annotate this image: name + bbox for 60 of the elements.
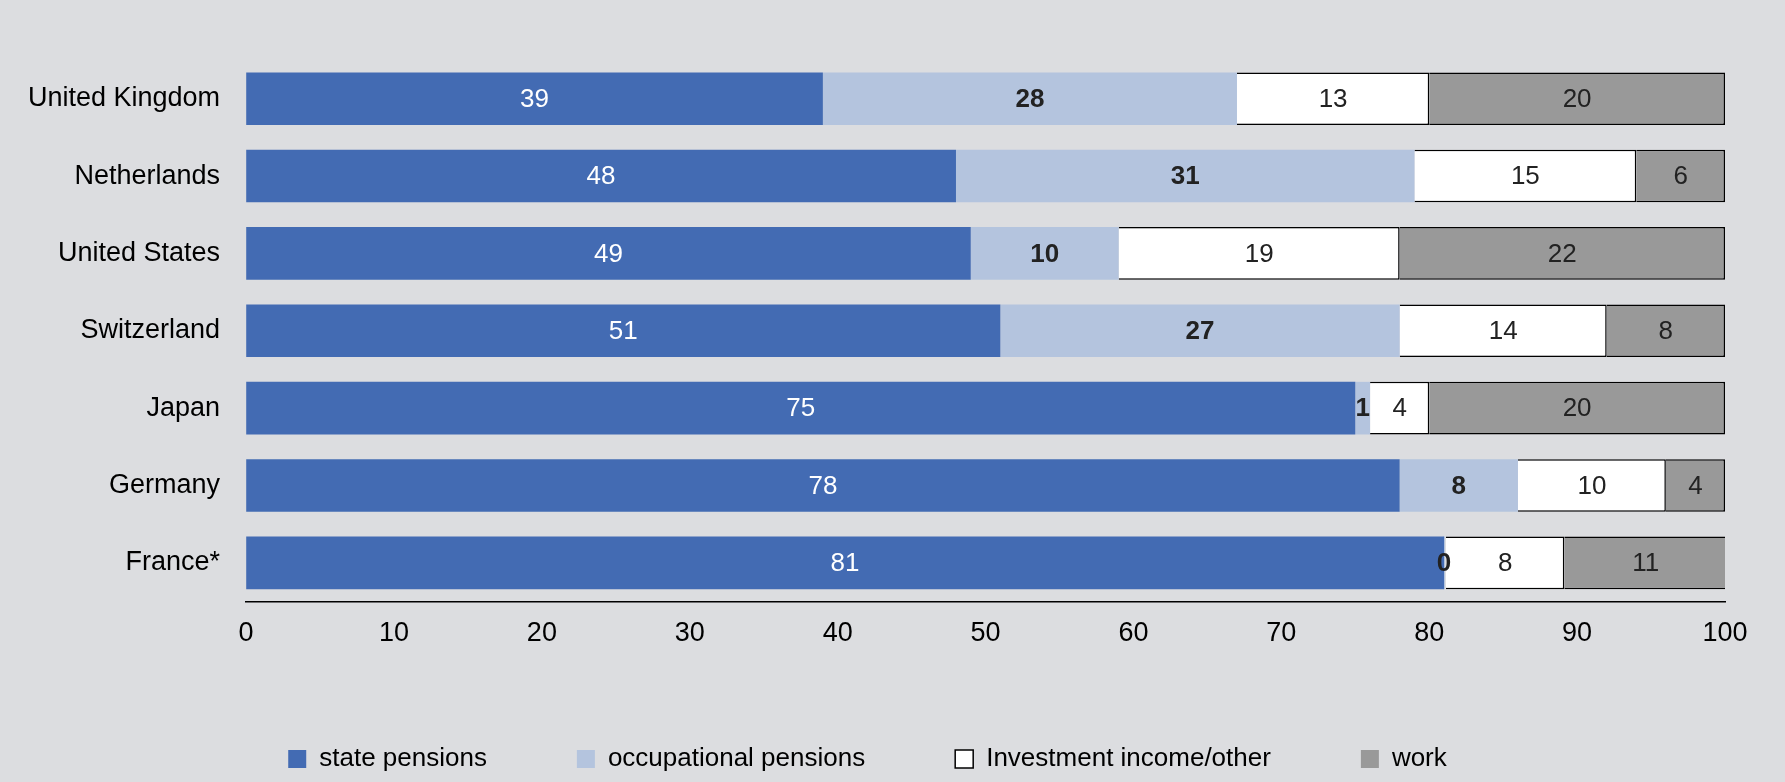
- x-tick-label: 0: [238, 617, 254, 648]
- bar: [246, 459, 1400, 512]
- bar: [822, 72, 1237, 125]
- bar: [246, 149, 956, 203]
- data-label: 19: [1244, 237, 1274, 268]
- x-tick-label: 100: [1702, 617, 1748, 648]
- x-tick-label: 30: [674, 617, 705, 648]
- legend-label: work: [1390, 742, 1448, 773]
- data-label: 20: [1562, 392, 1592, 423]
- x-tick-label: 70: [1266, 617, 1297, 648]
- data-label: 51: [608, 314, 638, 345]
- x-tick-label: 80: [1414, 617, 1445, 648]
- data-label: 78: [808, 469, 838, 500]
- data-label: 6: [1673, 160, 1688, 191]
- data-label: 75: [786, 392, 816, 423]
- data-label: 20: [1562, 82, 1592, 113]
- legend-label: occupational pensions: [607, 742, 866, 773]
- data-label: 81: [830, 547, 860, 578]
- data-label: 4: [1392, 392, 1407, 423]
- data-label: 8: [1497, 547, 1513, 578]
- bar: [955, 149, 1415, 203]
- data-label: 10: [1030, 237, 1060, 268]
- bar: [246, 304, 1001, 358]
- data-label: 8: [1451, 469, 1467, 500]
- x-tick-label: 50: [970, 617, 1001, 648]
- y-tick-label: United States: [58, 236, 221, 267]
- legend-label: Investment income/other: [986, 742, 1272, 773]
- data-label: 39: [520, 82, 549, 113]
- data-label: 4: [1688, 469, 1703, 500]
- data-label: 10: [1577, 469, 1607, 500]
- bar: [246, 72, 823, 125]
- data-label: 13: [1318, 82, 1348, 113]
- data-label: 15: [1510, 160, 1540, 191]
- x-tick-label: 20: [526, 617, 557, 648]
- data-label: 8: [1658, 314, 1674, 345]
- bar: [1000, 304, 1400, 358]
- bar: [970, 227, 1119, 280]
- bar: [1399, 459, 1518, 512]
- x-tick-label: 10: [378, 617, 410, 648]
- y-tick-label: Netherlands: [74, 159, 221, 190]
- y-tick-label: Germany: [109, 469, 221, 499]
- data-label: 28: [1015, 82, 1045, 113]
- y-tick-label: Japan: [146, 391, 221, 422]
- y-tick-label: France*: [125, 546, 221, 577]
- data-label: 1: [1355, 392, 1370, 423]
- data-label: 11: [1632, 547, 1660, 578]
- data-label: 49: [593, 237, 623, 268]
- data-label: 27: [1185, 314, 1215, 345]
- data-label: 22: [1547, 237, 1577, 268]
- x-tick-label: 90: [1562, 617, 1593, 648]
- legend-label: state pensions: [319, 742, 487, 773]
- data-label: 31: [1170, 160, 1200, 191]
- x-tick-label: 40: [822, 617, 853, 648]
- y-tick-label: Switzerland: [80, 314, 221, 345]
- bar: [246, 227, 971, 280]
- bar: [246, 381, 1356, 435]
- data-label: 48: [586, 160, 616, 191]
- x-tick-label: 60: [1118, 617, 1149, 648]
- data-label: 14: [1488, 314, 1518, 345]
- y-tick-label: United Kingdom: [27, 82, 221, 113]
